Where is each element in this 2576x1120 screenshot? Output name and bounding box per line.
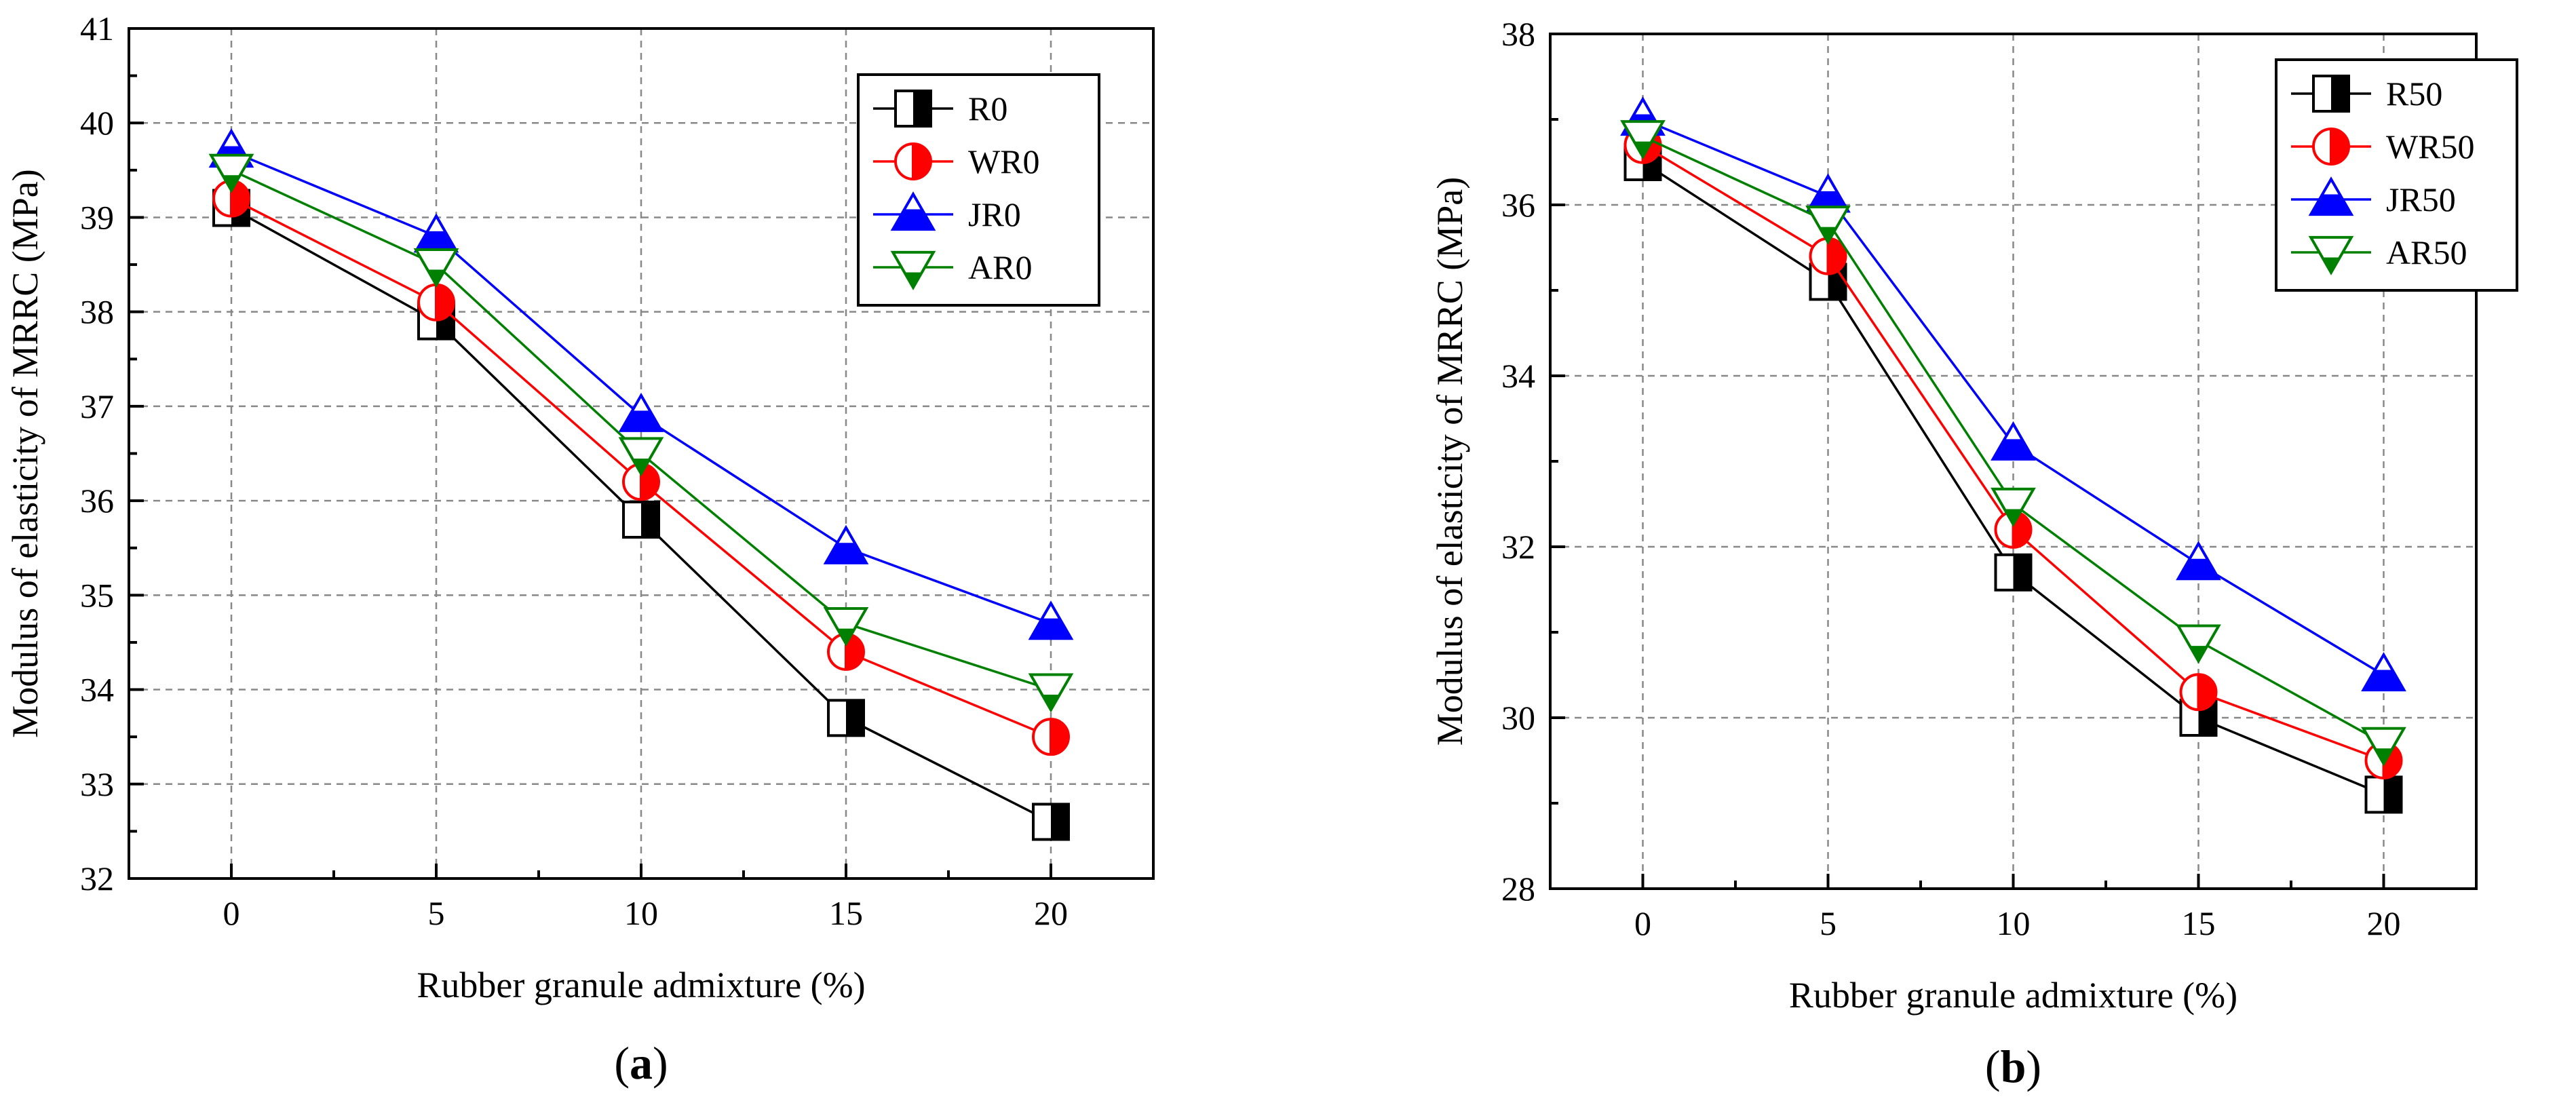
y-tick-label: 36 bbox=[1501, 186, 1535, 224]
x-tick-label: 15 bbox=[2182, 904, 2216, 942]
y-tick-label: 38 bbox=[1501, 15, 1535, 53]
x-tick-label: 10 bbox=[1997, 904, 2031, 942]
legend-label-AR50: AR50 bbox=[2386, 233, 2467, 271]
x-tick-label: 5 bbox=[428, 894, 445, 932]
data-point-R50 bbox=[1994, 553, 2033, 592]
y-tick-label: 35 bbox=[80, 576, 114, 614]
y-tick-label: 28 bbox=[1501, 870, 1535, 908]
y-axis-title: Modulus of elasticity of MRRC (MPa) bbox=[5, 169, 45, 737]
legend-marker-JR50 bbox=[2308, 176, 2354, 216]
x-axis-title: Rubber granule admixture (%) bbox=[1789, 975, 2237, 1016]
data-point-JR50 bbox=[1991, 421, 2036, 461]
y-tick-label: 33 bbox=[80, 765, 114, 803]
legend-label-WR50: WR50 bbox=[2386, 128, 2475, 166]
data-point-R0 bbox=[622, 500, 660, 539]
data-point-AR0 bbox=[208, 153, 254, 193]
data-point-R0 bbox=[1032, 803, 1070, 841]
chart-panel-b: 0 5 10 15 20 28 30 32 34 36 38 Rubber granule admix… bbox=[1429, 15, 2518, 1092]
data-point-WR50 bbox=[2179, 673, 2218, 712]
series-line-JR50 bbox=[1642, 118, 2385, 676]
y-tick-label: 39 bbox=[80, 198, 114, 236]
data-point-AR50 bbox=[1620, 120, 1666, 160]
y-tick-label: 40 bbox=[80, 104, 114, 142]
data-point-WR0 bbox=[827, 632, 865, 671]
legend-label-JR50: JR50 bbox=[2386, 180, 2456, 218]
legend-label-R50: R50 bbox=[2386, 75, 2442, 113]
legend-label-WR0: WR0 bbox=[968, 142, 1040, 180]
legend-marker-WR50 bbox=[2312, 128, 2350, 166]
panel-label: (a) bbox=[614, 1037, 668, 1089]
data-point-JR0 bbox=[823, 524, 869, 564]
x-tick-label: 0 bbox=[1634, 904, 1651, 942]
data-point-AR50 bbox=[1991, 487, 2036, 527]
data-point-AR0 bbox=[823, 607, 869, 647]
legend-marker-AR50 bbox=[2308, 235, 2354, 275]
legend-label-JR0: JR0 bbox=[968, 195, 1021, 233]
y-tick-label: 38 bbox=[80, 293, 114, 331]
data-point-AR50 bbox=[2361, 727, 2406, 767]
legend-label-R0: R0 bbox=[968, 90, 1007, 128]
data-point-JR0 bbox=[618, 392, 664, 432]
legend-marker-R0 bbox=[894, 90, 932, 128]
legend-marker-WR0 bbox=[894, 142, 932, 180]
y-axis-title: Modulus of elasticity of MRRC (MPa) bbox=[1429, 177, 1470, 746]
chart-panel-a: 0 5 10 15 20 32 33 34 35 36 37 38 39 40 41 Rubber granu… bbox=[5, 9, 1155, 1089]
data-point-R50 bbox=[2364, 775, 2403, 814]
y-tick-label: 32 bbox=[80, 860, 114, 897]
data-point-WR0 bbox=[417, 283, 455, 322]
data-point-AR50 bbox=[1805, 206, 1851, 246]
data-point-JR0 bbox=[1028, 600, 1074, 640]
panel-label: (b) bbox=[1985, 1041, 2041, 1092]
data-point-AR0 bbox=[413, 248, 459, 288]
legend-marker-AR0 bbox=[890, 250, 936, 290]
x-tick-label: 20 bbox=[1034, 894, 1068, 932]
legend-marker-R50 bbox=[2312, 75, 2350, 113]
x-axis-title: Rubber granule admixture (%) bbox=[417, 965, 865, 1005]
data-point-WR0 bbox=[1032, 718, 1070, 756]
data-point-R0 bbox=[827, 699, 865, 737]
y-tick-label: 37 bbox=[80, 387, 114, 425]
x-tick-label: 20 bbox=[2367, 904, 2401, 942]
data-point-JR50 bbox=[2361, 652, 2406, 692]
data-point-WR0 bbox=[622, 463, 660, 501]
legend-marker-JR0 bbox=[890, 191, 936, 231]
data-point-JR50 bbox=[2176, 541, 2221, 581]
x-tick-label: 10 bbox=[624, 894, 658, 932]
y-tick-label: 36 bbox=[80, 482, 114, 520]
y-tick-label: 34 bbox=[80, 671, 114, 709]
x-tick-label: 15 bbox=[829, 894, 863, 932]
x-tick-label: 0 bbox=[223, 894, 240, 932]
y-tick-label: 32 bbox=[1501, 528, 1535, 566]
y-tick-label: 30 bbox=[1501, 699, 1535, 737]
data-point-AR0 bbox=[618, 437, 664, 477]
legend-label-AR0: AR0 bbox=[968, 248, 1032, 286]
data-point-AR50 bbox=[2176, 624, 2221, 664]
y-tick-label: 34 bbox=[1501, 357, 1535, 395]
data-point-JR0 bbox=[413, 213, 459, 253]
x-tick-label: 5 bbox=[1820, 904, 1837, 942]
data-point-AR0 bbox=[1028, 673, 1074, 713]
y-tick-label: 41 bbox=[80, 9, 114, 47]
